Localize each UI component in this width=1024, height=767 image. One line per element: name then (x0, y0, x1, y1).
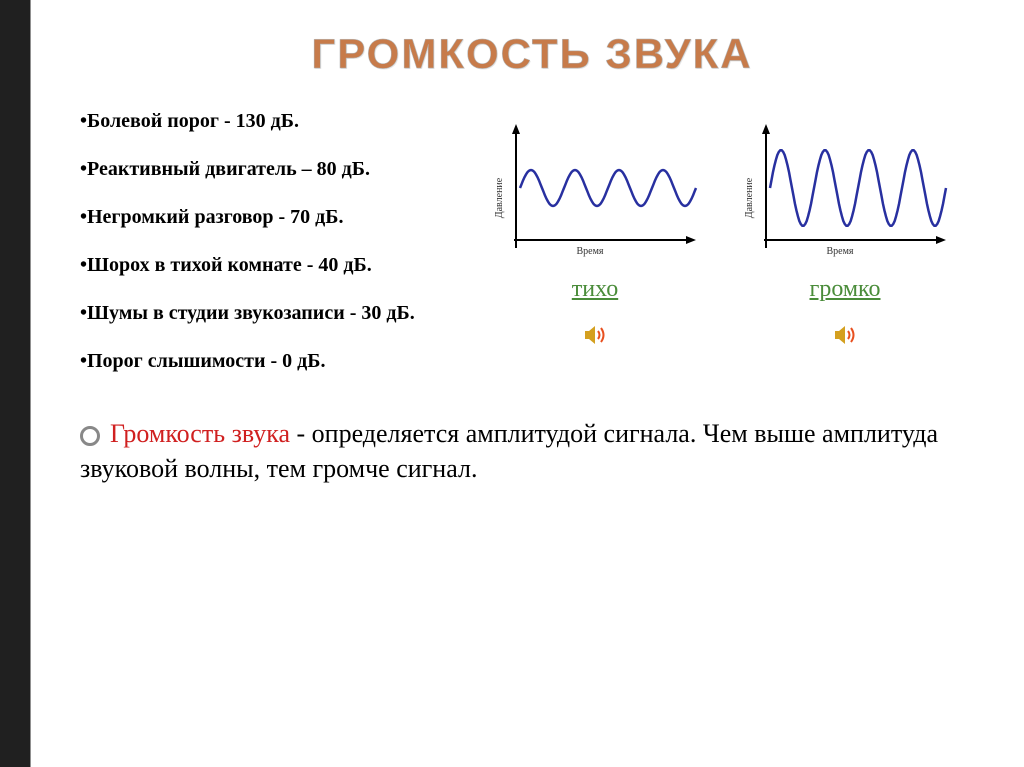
y-axis-label: Давление (744, 177, 755, 218)
loud-wave-chart: Давление Время (740, 118, 950, 268)
decibel-list: •Болевой порог - 130 дБ. •Реактивный дви… (80, 108, 460, 396)
waves-area: Давление Время тихо (490, 118, 984, 396)
quiet-label: тихо (572, 276, 618, 303)
x-axis-label: Время (576, 246, 603, 257)
definition-text: Громкость звука - определяется амплитудо… (80, 416, 984, 486)
quiet-wave-block: Давление Время тихо (490, 118, 700, 347)
loud-wave-path (770, 150, 946, 226)
db-item: •Шорох в тихой комнате - 40 дБ. (80, 252, 460, 278)
loud-label: громко (809, 276, 880, 303)
db-item: •Порог слышимости - 0 дБ. (80, 348, 460, 374)
speaker-icon (833, 323, 857, 347)
speaker-icon (583, 323, 607, 347)
db-item: •Реактивный двигатель – 80 дБ. (80, 156, 460, 182)
quiet-wave-path (520, 170, 696, 206)
definition-term: Громкость звука (110, 419, 290, 448)
quiet-wave-chart: Давление Время (490, 118, 700, 268)
slide-title: ГРОМКОСТЬ ЗВУКА (80, 30, 984, 78)
db-item: •Болевой порог - 130 дБ. (80, 108, 460, 134)
loud-wave-block: Давление Время громко (740, 118, 950, 347)
db-item: •Шумы в студии звукозаписи - 30 дБ. (80, 300, 460, 326)
x-axis-label: Время (826, 246, 853, 257)
content-area: •Болевой порог - 130 дБ. •Реактивный дви… (80, 108, 984, 396)
bullet-icon (80, 426, 100, 446)
db-item: •Негромкий разговор - 70 дБ. (80, 204, 460, 230)
y-axis-label: Давление (494, 177, 505, 218)
